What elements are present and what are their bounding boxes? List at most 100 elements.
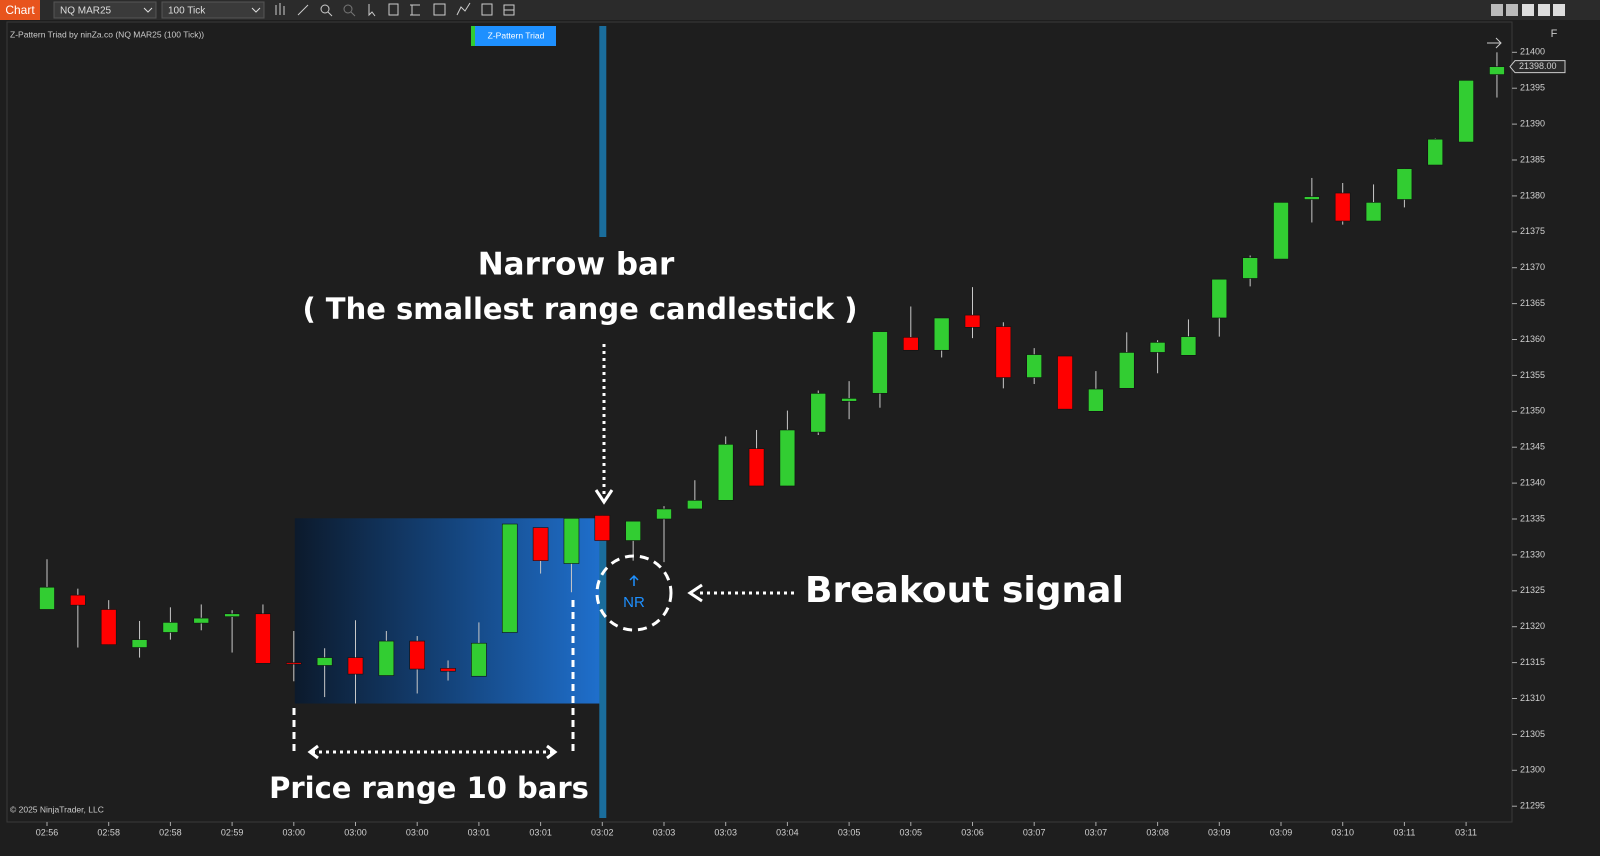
candle-body [779, 429, 796, 487]
annotation: Breakout signal [805, 570, 1124, 611]
x-tick-label: 02:56 [36, 827, 59, 837]
candle-body [316, 657, 333, 666]
candle-body [224, 613, 240, 617]
interval-label[interactable]: 100 Tick [168, 6, 206, 17]
interval-select[interactable] [161, 1, 265, 19]
y-tick-label: 21390 [1520, 118, 1545, 128]
x-tick-label: 03:07 [1023, 827, 1046, 837]
x-tick-label: 03:09 [1270, 827, 1293, 837]
plot-frame [6, 21, 1513, 823]
toolbar-icons[interactable] [275, 2, 515, 17]
y-tick-label: 21330 [1520, 549, 1545, 559]
x-tick-label: 03:06 [961, 827, 984, 837]
x-tick-label: 03:03 [714, 827, 737, 837]
y-tick-label: 21380 [1520, 190, 1545, 200]
candle-body [902, 337, 919, 351]
candle-body [625, 520, 641, 541]
candle-body [995, 326, 1012, 378]
indicator-badge[interactable] [471, 26, 556, 46]
candle-body [100, 609, 117, 645]
annotation-arrowhead [687, 583, 703, 603]
x-tick-label: 03:05 [900, 827, 923, 837]
x-tick-label: 03:05 [838, 827, 861, 837]
x-tick-label: 03:01 [529, 827, 552, 837]
instrument-select[interactable] [53, 1, 157, 19]
signal-arrow [629, 574, 639, 586]
candle-body [1365, 202, 1382, 222]
indicator-label: Z-Pattern Triad [488, 30, 545, 40]
y-tick-label: 21335 [1520, 513, 1545, 523]
candle-body [1273, 202, 1289, 260]
y-tick-label: 21400 [1520, 47, 1545, 57]
x-tick-label: 03:11 [1393, 827, 1415, 837]
y-tick-label: 21375 [1520, 226, 1545, 236]
x-tick-label: 02:58 [159, 827, 182, 837]
signal-line [599, 26, 607, 237]
x-tick-label: 03:08 [1146, 827, 1169, 837]
y-tick-label: 21295 [1520, 801, 1545, 811]
candle-body [687, 500, 703, 510]
window-buttons[interactable] [1491, 4, 1565, 16]
y-tick-label: 21305 [1520, 729, 1545, 739]
x-tick-label: 02:59 [221, 827, 244, 837]
scroll-end[interactable] [1487, 37, 1502, 49]
chart-tab-label[interactable]: Chart [5, 3, 35, 17]
candle-body [1149, 342, 1166, 353]
scale-mode[interactable]: F [1551, 28, 1558, 40]
candle-body [131, 639, 148, 648]
candle-body [1057, 355, 1073, 410]
annotation-arrowhead [594, 489, 614, 505]
candle-body [1304, 196, 1320, 200]
x-tick-label: 02:58 [97, 827, 120, 837]
candle-body [594, 515, 611, 541]
instrument-label[interactable]: NQ MAR25 [60, 6, 112, 17]
candle-body [563, 517, 580, 564]
candle-body [501, 523, 518, 633]
x-tick-label: 03:10 [1331, 827, 1354, 837]
range-arrowhead [307, 744, 558, 760]
candle-body [1180, 336, 1197, 356]
y-tick-label: 21310 [1520, 693, 1545, 703]
candle-body [810, 393, 827, 433]
candle-body [193, 617, 210, 624]
candle-body [1118, 352, 1135, 389]
x-tick-label: 03:00 [406, 827, 429, 837]
last-price-tag [1509, 60, 1566, 74]
candle-body [964, 314, 981, 328]
y-tick-label: 21315 [1520, 657, 1545, 667]
candle-body [841, 398, 857, 402]
chart-tab[interactable] [0, 0, 40, 20]
y-tick-label: 21325 [1520, 585, 1545, 595]
x-tick-label: 03:11 [1455, 827, 1477, 837]
signal-label: NR [623, 594, 645, 611]
candle-body [1088, 388, 1104, 412]
last-price-label: 21398.00 [1519, 61, 1557, 71]
x-tick-label: 03:00 [283, 827, 306, 837]
candle-body [39, 586, 55, 610]
y-tick-label: 21300 [1520, 765, 1545, 775]
y-tick-label: 21320 [1520, 621, 1545, 631]
candle-body [285, 662, 302, 665]
y-tick-label: 21365 [1520, 298, 1545, 308]
annotation: Narrow bar [478, 247, 675, 283]
y-tick-label: 21395 [1520, 83, 1545, 93]
x-tick-label: 03:00 [344, 827, 367, 837]
candle-body [409, 640, 426, 670]
y-tick-label: 21385 [1520, 154, 1545, 164]
y-tick-label: 21345 [1520, 442, 1545, 452]
y-tick-label: 21340 [1520, 477, 1545, 487]
y-tick-label: 21370 [1520, 262, 1545, 272]
x-tick-label: 03:04 [776, 827, 799, 837]
candle-body [1211, 278, 1228, 319]
candle-body [255, 613, 271, 664]
candle-body [1334, 192, 1351, 222]
candle-body [440, 668, 456, 672]
candle-body [872, 331, 888, 394]
annotation: ( The smallest range candlestick ) [302, 292, 857, 326]
copyright: © 2025 NinjaTrader, LLC [10, 804, 104, 814]
y-tick-label: 21350 [1520, 406, 1545, 416]
dropdown-arrow [143, 7, 153, 13]
